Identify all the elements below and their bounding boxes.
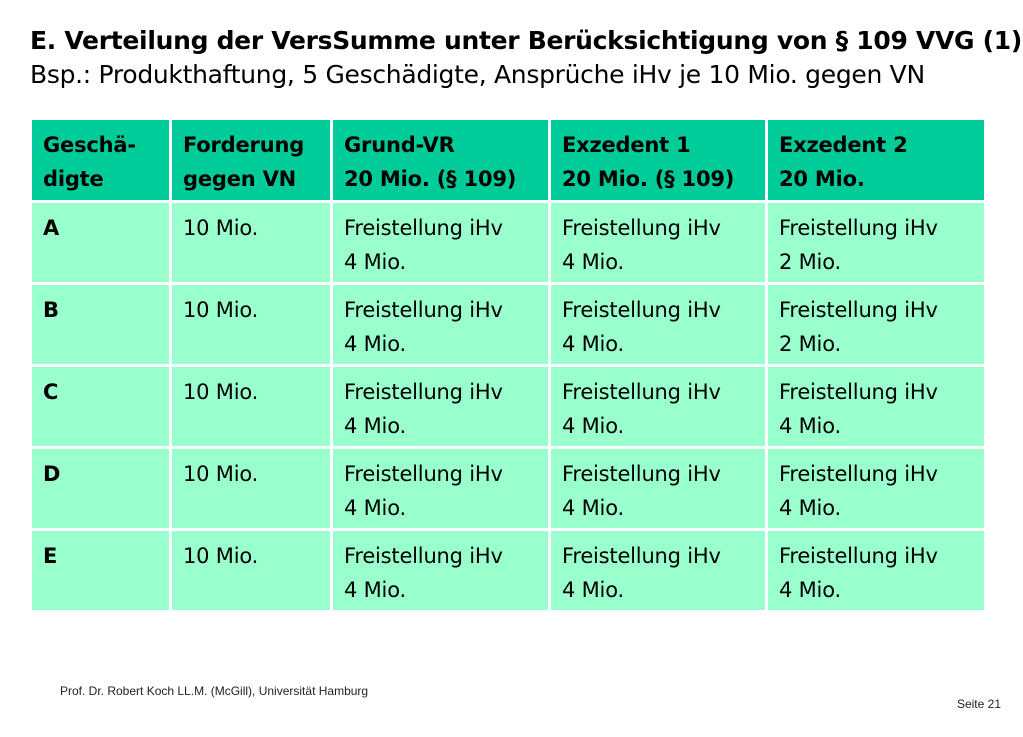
cell-text: 4 Mio. bbox=[779, 578, 841, 602]
cell-text: 4 Mio. bbox=[344, 332, 406, 356]
page-number: Seite 21 bbox=[956, 697, 1001, 711]
header-text: Forderung bbox=[183, 133, 305, 157]
header-text: Exzedent 1 bbox=[562, 133, 691, 157]
header-text: Geschä- bbox=[43, 133, 136, 157]
table-cell-claim: 10 Mio. bbox=[172, 285, 330, 364]
header-cell-excess-1: Exzedent 1 20 Mio. (§ 109) bbox=[551, 120, 765, 200]
cell-text: Freistellung iHv bbox=[562, 298, 721, 322]
cell-text: Freistellung iHv bbox=[779, 380, 938, 404]
table-cell-injured-party: C bbox=[32, 367, 169, 446]
table-cell-base-insurer: Freistellung iHv 4 Mio. bbox=[333, 531, 548, 610]
title-line-2: Bsp.: Produkthaftung, 5 Geschädigte, Ans… bbox=[30, 60, 925, 89]
cell-text: 4 Mio. bbox=[344, 250, 406, 274]
cell-text: 4 Mio. bbox=[562, 496, 624, 520]
header-text: Grund-VR bbox=[344, 133, 455, 157]
table-cell-base-insurer: Freistellung iHv 4 Mio. bbox=[333, 203, 548, 282]
table-cell-injured-party: E bbox=[32, 531, 169, 610]
header-text: 20 Mio. (§ 109) bbox=[344, 167, 517, 191]
cell-text: 10 Mio. bbox=[183, 380, 259, 404]
table-cell-injured-party: B bbox=[32, 285, 169, 364]
header-cell-injured-party: Geschä-digte bbox=[32, 120, 169, 200]
cell-text: 4 Mio. bbox=[344, 496, 406, 520]
cell-text: 4 Mio. bbox=[344, 414, 406, 438]
cell-text: Freistellung iHv bbox=[779, 216, 938, 240]
table-cell-excess-1: Freistellung iHv 4 Mio. bbox=[551, 449, 765, 528]
cell-text: 4 Mio. bbox=[779, 496, 841, 520]
table-cell-excess-1: Freistellung iHv 4 Mio. bbox=[551, 531, 765, 610]
cell-text: E bbox=[43, 544, 58, 568]
header-text: 20 Mio. bbox=[779, 167, 865, 191]
table-cell-excess-1: Freistellung iHv 4 Mio. bbox=[551, 367, 765, 446]
header-cell-claim: Forderung gegen VN bbox=[172, 120, 330, 200]
table-cell-claim: 10 Mio. bbox=[172, 203, 330, 282]
table-cell-excess-2: Freistellung iHv 4 Mio. bbox=[768, 367, 984, 446]
cell-text: 10 Mio. bbox=[183, 216, 259, 240]
cell-text: 10 Mio. bbox=[183, 462, 259, 486]
header-text: Exzedent 2 bbox=[779, 133, 908, 157]
table-cell-base-insurer: Freistellung iHv 4 Mio. bbox=[333, 449, 548, 528]
table-cell-excess-2: Freistellung iHv 2 Mio. bbox=[768, 203, 984, 282]
header-cell-base-insurer: Grund-VR 20 Mio. (§ 109) bbox=[333, 120, 548, 200]
cell-text: 4 Mio. bbox=[779, 414, 841, 438]
table-cell-base-insurer: Freistellung iHv 4 Mio. bbox=[333, 367, 548, 446]
table-cell-excess-1: Freistellung iHv 4 Mio. bbox=[551, 203, 765, 282]
cell-text: Freistellung iHv bbox=[562, 380, 721, 404]
cell-text: 10 Mio. bbox=[183, 544, 259, 568]
table-cell-injured-party: D bbox=[32, 449, 169, 528]
cell-text: Freistellung iHv bbox=[562, 544, 721, 568]
cell-text: 2 Mio. bbox=[779, 332, 841, 356]
footer-author: Prof. Dr. Robert Koch LL.M. (McGill), Un… bbox=[60, 684, 369, 698]
header-text: digte bbox=[43, 167, 104, 191]
header-cell-excess-2: Exzedent 2 20 Mio. bbox=[768, 120, 984, 200]
header-text: 20 Mio. (§ 109) bbox=[562, 167, 735, 191]
table-cell-injured-party: A bbox=[32, 203, 169, 282]
cell-text: Freistellung iHv bbox=[344, 544, 503, 568]
title-line-1: E. Verteilung der VersSumme unter Berück… bbox=[30, 26, 1023, 55]
cell-text: Freistellung iHv bbox=[779, 462, 938, 486]
cell-text: Freistellung iHv bbox=[344, 380, 503, 404]
cell-text: 2 Mio. bbox=[779, 250, 841, 274]
cell-text: C bbox=[43, 380, 59, 404]
cell-text: Freistellung iHv bbox=[344, 462, 503, 486]
cell-text: Freistellung iHv bbox=[344, 298, 503, 322]
cell-text: 4 Mio. bbox=[562, 414, 624, 438]
table-cell-excess-2: Freistellung iHv 2 Mio. bbox=[768, 285, 984, 364]
header-text: gegen VN bbox=[183, 167, 297, 191]
table-cell-excess-2: Freistellung iHv 4 Mio. bbox=[768, 531, 984, 610]
cell-text: D bbox=[43, 462, 61, 486]
cell-text: Freistellung iHv bbox=[562, 216, 721, 240]
allocation-table: Geschä-digte A B C D E Forderung gegen VN 10 Mio… bbox=[32, 120, 984, 618]
table-cell-claim: 10 Mio. bbox=[172, 449, 330, 528]
cell-text: 4 Mio. bbox=[562, 250, 624, 274]
cell-text: Freistellung iHv bbox=[562, 462, 721, 486]
cell-text: A bbox=[43, 216, 60, 240]
table-cell-claim: 10 Mio. bbox=[172, 367, 330, 446]
cell-text: 10 Mio. bbox=[183, 298, 259, 322]
cell-text: Freistellung iHv bbox=[779, 298, 938, 322]
cell-text: Freistellung iHv bbox=[344, 216, 503, 240]
cell-text: Freistellung iHv bbox=[779, 544, 938, 568]
table-cell-base-insurer: Freistellung iHv 4 Mio. bbox=[333, 285, 548, 364]
cell-text: 4 Mio. bbox=[344, 578, 406, 602]
table-cell-excess-2: Freistellung iHv 4 Mio. bbox=[768, 449, 984, 528]
cell-text: 4 Mio. bbox=[562, 578, 624, 602]
cell-text: 4 Mio. bbox=[562, 332, 624, 356]
table-cell-claim: 10 Mio. bbox=[172, 531, 330, 610]
slide-title: E. Verteilung der VersSumme unter Berück… bbox=[30, 24, 1023, 92]
cell-text: B bbox=[43, 298, 59, 322]
table-cell-excess-1: Freistellung iHv 4 Mio. bbox=[551, 285, 765, 364]
